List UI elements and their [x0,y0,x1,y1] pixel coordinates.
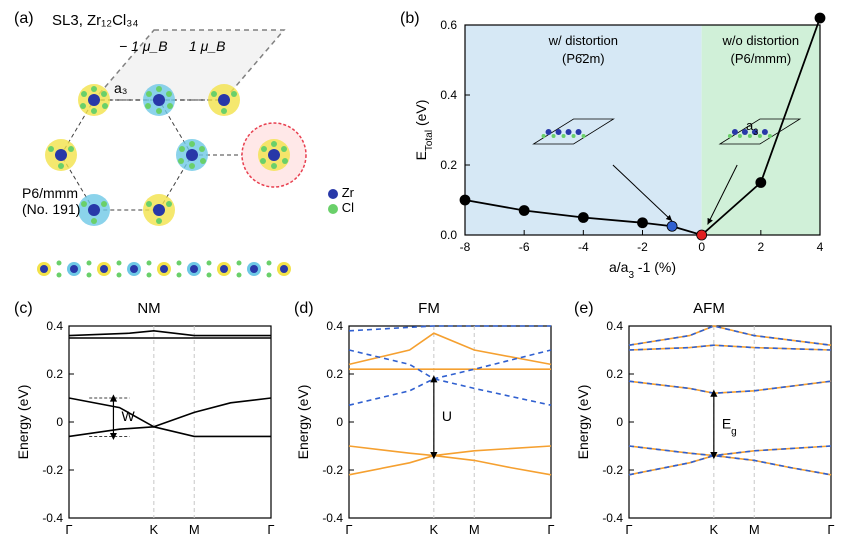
svg-text:a/a3 -1 (%): a/a3 -1 (%) [609,259,676,281]
svg-text:K: K [710,522,719,537]
svg-text:0.4: 0.4 [326,319,343,333]
svg-text:-0.2: -0.2 [322,463,343,477]
svg-text:0.6: 0.6 [440,18,457,32]
panel-b: (b) -8-6-4-20240.00.20.40.6ETotal (eV)a/… [400,10,830,290]
svg-text:K: K [150,522,159,537]
panel-c-chart: ΓKMΓ-0.4-0.200.20.4Energy (eV)W [14,318,279,543]
svg-text:0.0: 0.0 [440,228,457,242]
svg-text:U: U [442,408,452,424]
svg-text:w/o distortion: w/o distortion [722,33,800,48]
svg-text:Γ: Γ [345,522,352,537]
svg-text:0.2: 0.2 [46,367,63,381]
moment-neg: − 1 μ_B [119,38,168,54]
svg-text:M: M [749,522,760,537]
svg-text:0.4: 0.4 [46,319,63,333]
svg-text:0.2: 0.2 [440,158,457,172]
svg-text:-2: -2 [637,240,648,254]
svg-text:Γ: Γ [625,522,632,537]
svg-text:0.4: 0.4 [606,319,623,333]
a3-label: a₃ [114,80,128,96]
panel-c: (c) NM ΓKMΓ-0.4-0.200.20.4Energy (eV)W [14,300,284,540]
sg-line1: P6/mmm [22,185,80,201]
svg-text:2: 2 [757,240,764,254]
svg-text:Energy (eV): Energy (eV) [575,385,591,460]
panel-e-chart: ΓKMΓ-0.4-0.200.20.4Energy (eV)Eg [574,318,839,543]
svg-text:0: 0 [616,415,623,429]
svg-text:-0.4: -0.4 [42,511,63,525]
atom-legend: Zr Cl [328,185,354,215]
svg-text:Γ: Γ [547,522,554,537]
svg-text:-0.4: -0.4 [602,511,623,525]
svg-text:-0.4: -0.4 [322,511,343,525]
legend-cl: Cl [328,200,354,215]
svg-text:Energy (eV): Energy (eV) [15,385,31,460]
svg-text:M: M [189,522,200,537]
sg-line2: (No. 191) [22,201,80,217]
svg-text:K: K [430,522,439,537]
svg-text:Γ: Γ [267,522,274,537]
svg-text:0: 0 [56,415,63,429]
svg-text:(P6/mmm): (P6/mmm) [730,51,791,66]
svg-text:-6: -6 [519,240,530,254]
legend-zr: Zr [328,185,354,200]
svg-text:0: 0 [698,240,705,254]
panel-e: (e) AFM ΓKMΓ-0.4-0.200.20.4Energy (eV)Eg [574,300,844,540]
legend-cl-label: Cl [342,200,354,215]
space-group: P6/mmm (No. 191) [22,185,80,217]
svg-text:4: 4 [817,240,824,254]
svg-text:Energy (eV): Energy (eV) [295,385,311,460]
svg-text:-8: -8 [460,240,471,254]
svg-text:Γ: Γ [65,522,72,537]
panel-b-chart: -8 -6 -4 -2 0 2 4 0.0 0.2 0.4 0.6 ETotal (eV) a/a3 -… [410,10,830,280]
panel-d: (d) FM ΓKMΓ-0.4-0.200.20.4Energy (eV)U [294,300,564,540]
legend-zr-label: Zr [342,185,354,200]
svg-text:0: 0 [336,415,343,429]
svg-text:-0.2: -0.2 [602,463,623,477]
svg-text:-0.2: -0.2 [42,463,63,477]
svg-text:Γ: Γ [827,522,834,537]
svg-text:0.2: 0.2 [606,367,623,381]
svg-text:-4: -4 [578,240,589,254]
panel-d-title: FM [294,300,564,317]
svg-text:w/ distortion: w/ distortion [548,33,618,48]
panel-c-title: NM [14,300,284,317]
svg-text:W: W [121,408,135,424]
svg-text:0.2: 0.2 [326,367,343,381]
panel-d-chart: ΓKMΓ-0.4-0.200.20.4Energy (eV)U [294,318,559,543]
moment-pos: 1 μ_B [189,38,225,54]
panel-a: (a) SL3, Zr₁₂Cl₃₄ [14,10,384,290]
panel-e-title: AFM [574,300,844,317]
svg-text:M: M [469,522,480,537]
svg-text:ETotal (eV): ETotal (eV) [413,100,435,161]
svg-text:(P6̄2m): (P6̄2m) [562,51,605,66]
svg-text:0.4: 0.4 [440,88,457,102]
svg-text:Eg: Eg [722,415,737,437]
